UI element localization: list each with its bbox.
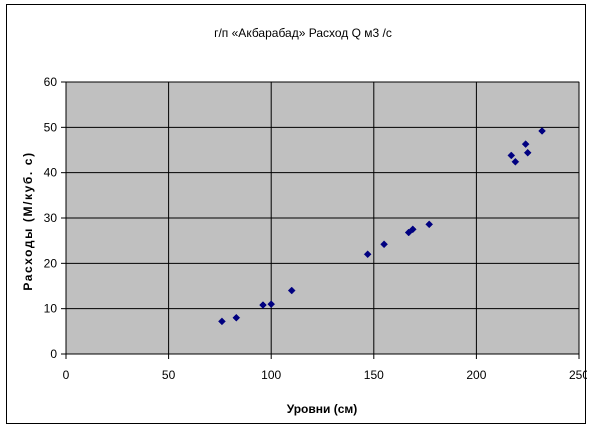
data-point bbox=[408, 225, 417, 234]
y-tick-label: 10 bbox=[44, 302, 58, 316]
data-point bbox=[380, 240, 388, 249]
data-point bbox=[507, 151, 516, 160]
x-tick-label: 250 bbox=[569, 368, 587, 382]
data-point bbox=[523, 148, 532, 157]
data-point bbox=[538, 127, 546, 135]
data-point bbox=[511, 157, 520, 166]
x-axis-title: Уровни (см) bbox=[287, 402, 358, 416]
data-point bbox=[363, 250, 372, 259]
tick-labels: 0 10 20 30 40 50 60 0 50 100 150 200 250 bbox=[44, 75, 587, 382]
x-tick-label: 100 bbox=[261, 368, 281, 382]
chart-frame: г/п «Акбарабад» Расход Q м3 /с 0 10 20 30 40… bbox=[6, 4, 587, 424]
scatter-chart: г/п «Акбарабад» Расход Q м3 /с 0 10 20 30 40… bbox=[21, 26, 587, 416]
y-tick-label: 60 bbox=[44, 75, 58, 89]
x-tick-label: 0 bbox=[63, 368, 70, 382]
y-tick-label: 50 bbox=[44, 120, 58, 134]
data-point bbox=[232, 313, 241, 322]
x-tick-label: 200 bbox=[466, 368, 486, 382]
y-tick-label: 0 bbox=[50, 347, 57, 361]
data-point bbox=[425, 220, 434, 229]
data-point bbox=[218, 317, 226, 326]
y-tick-label: 30 bbox=[44, 211, 58, 225]
data-point bbox=[267, 300, 276, 308]
y-tick-label: 20 bbox=[44, 256, 58, 270]
data-point bbox=[259, 301, 267, 309]
y-axis-title: Расходы (М/куб. с) bbox=[21, 151, 35, 290]
data-point bbox=[287, 286, 296, 295]
x-tick-label: 150 bbox=[364, 368, 384, 382]
gridlines bbox=[66, 81, 580, 354]
x-tick-label: 50 bbox=[162, 368, 176, 382]
axes bbox=[61, 81, 580, 359]
data-point bbox=[521, 140, 530, 148]
data-points bbox=[218, 127, 546, 326]
y-tick-label: 40 bbox=[44, 166, 58, 180]
chart-title: г/п «Акбарабад» Расход Q м3 /с bbox=[214, 26, 392, 40]
